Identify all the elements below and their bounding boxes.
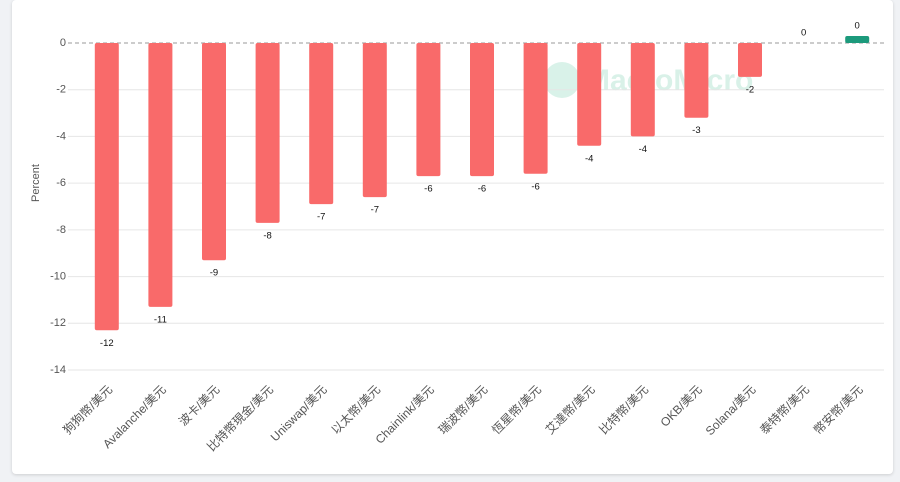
x-tick-label: Solana/美元 [703,382,759,438]
bar [738,42,762,77]
x-tick-label: 比特幣/美元 [596,382,651,437]
bar [94,42,119,331]
bar [309,42,334,205]
watermark: MacroMicro [585,64,753,97]
value-label: -4 [639,144,647,155]
y-tick-label: -4 [56,130,66,142]
value-label: -9 [210,268,218,279]
bar [577,42,602,146]
value-label: -12 [100,338,114,349]
y-tick-label: -6 [56,177,66,189]
value-label: -7 [371,205,379,216]
y-tick-label: -14 [50,364,66,376]
x-tick-label: 幣安幣/美元 [810,382,865,437]
y-tick-label: -2 [56,84,66,96]
value-label: -6 [531,181,539,192]
bar [630,42,655,137]
bar [148,42,173,307]
y-tick-label: 0 [60,37,66,49]
value-label: 0 [801,27,806,38]
y-tick-label: -12 [50,317,66,329]
y-tick-label: -10 [50,270,66,282]
value-label: -2 [746,84,754,95]
bar [255,42,280,223]
y-axis-label: Percent [30,164,42,202]
x-tick-label: 以太幣/美元 [328,382,383,437]
x-tick-label: 恆星幣/美元 [489,382,544,437]
value-label: -3 [692,125,700,136]
x-tick-label: 波卡/美元 [176,382,222,428]
value-label: 0 [855,20,860,31]
bar [845,35,870,43]
watermark-logo [544,62,580,98]
value-label: -7 [317,212,325,223]
bar [470,42,494,177]
value-label: -11 [154,314,167,325]
x-tick-label: Uniswap/美元 [268,382,330,444]
x-tick-label: 艾達幣/美元 [543,382,598,437]
value-label: -4 [585,153,593,164]
x-tick-label: OKB/美元 [658,382,705,429]
x-tick-label: 泰特幣/美元 [757,382,812,437]
bar [684,42,709,118]
y-tick-label: -8 [56,224,66,236]
bar [523,42,548,174]
bar [416,42,441,177]
value-label: -8 [263,230,271,241]
value-label: -6 [424,184,432,195]
x-tick-label: 狗狗幣/美元 [60,382,115,437]
bar [202,42,226,261]
value-label: -6 [478,184,486,195]
x-tick-label: 瑞波幣/美元 [436,382,491,437]
bar [362,42,387,198]
